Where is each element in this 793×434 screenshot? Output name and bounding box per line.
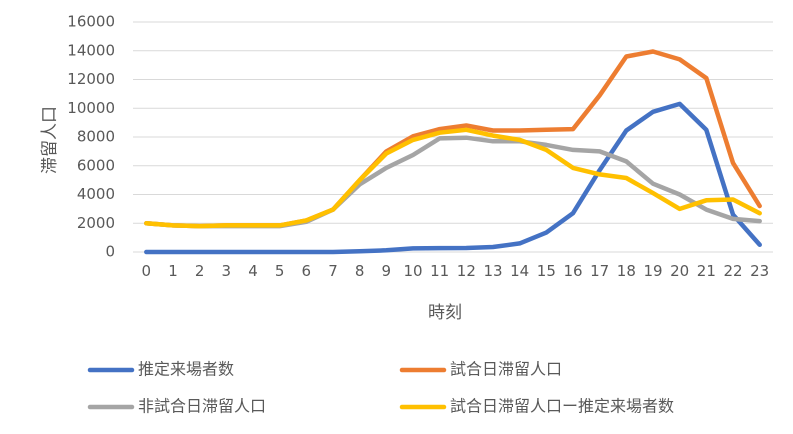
series-line-3	[144, 135, 762, 229]
y-tick-label: 4000	[77, 185, 115, 203]
x-axis-title: 時刻	[428, 303, 462, 323]
y-tick-label: 16000	[67, 13, 115, 31]
x-tick-label: 7	[328, 262, 338, 280]
x-tick-label: 14	[510, 262, 529, 280]
legend-item: 試合日滞留人口	[399, 360, 562, 379]
y-tick-label: 0	[105, 243, 115, 261]
y-tick-label: 2000	[77, 214, 115, 232]
x-tick-label: 4	[248, 262, 258, 280]
x-tick-label: 2	[195, 262, 205, 280]
x-tick-label: 3	[222, 262, 232, 280]
x-tick-label: 13	[483, 262, 502, 280]
x-tick-label: 19	[643, 262, 662, 280]
x-axis-ticks: 0 1 2 3 4 5 6 7 8 9 10 11 12 13 14 15 16 17 18 19 20 21 22 23	[142, 262, 770, 280]
y-tick-label: 12000	[67, 70, 115, 88]
legend-label: 試合日滞留人口ー推定来場者数	[450, 397, 674, 416]
y-tick-label: 6000	[77, 156, 115, 174]
x-tick-label: 17	[590, 262, 609, 280]
legend-item: 非試合日滞留人口	[87, 397, 266, 416]
x-tick-label: 21	[697, 262, 716, 280]
legend-item: 試合日滞留人口ー推定来場者数	[399, 397, 674, 416]
y-tick-label: 10000	[67, 99, 115, 117]
y-axis-title: 滞留人口	[40, 106, 60, 174]
legend-item: 推定来場者数	[87, 360, 234, 379]
x-tick-label: 18	[617, 262, 636, 280]
legend-label: 試合日滞留人口	[450, 360, 562, 379]
x-tick-label: 16	[563, 262, 582, 280]
y-tick-label: 14000	[67, 41, 115, 59]
x-tick-label: 6	[302, 262, 312, 280]
x-tick-label: 8	[355, 262, 365, 280]
x-tick-label: 11	[430, 262, 449, 280]
x-tick-label: 22	[723, 262, 742, 280]
legend-label: 非試合日滞留人口	[138, 397, 266, 416]
y-tick-label: 8000	[77, 128, 115, 146]
x-tick-label: 9	[382, 262, 392, 280]
x-tick-label: 20	[670, 262, 689, 280]
series-line-4	[144, 127, 762, 229]
x-tick-label: 10	[403, 262, 422, 280]
x-tick-label: 5	[275, 262, 285, 280]
y-axis-ticks: 0 2000 4000 6000 8000 10000 12000 14000 16000	[67, 13, 115, 261]
x-tick-label: 12	[457, 262, 476, 280]
x-tick-label: 1	[168, 262, 178, 280]
x-tick-label: 23	[750, 262, 769, 280]
x-tick-label: 0	[142, 262, 152, 280]
series-lines	[144, 49, 762, 255]
x-tick-label: 15	[537, 262, 556, 280]
legend-label: 推定来場者数	[138, 360, 234, 379]
series-line-1	[144, 101, 762, 255]
